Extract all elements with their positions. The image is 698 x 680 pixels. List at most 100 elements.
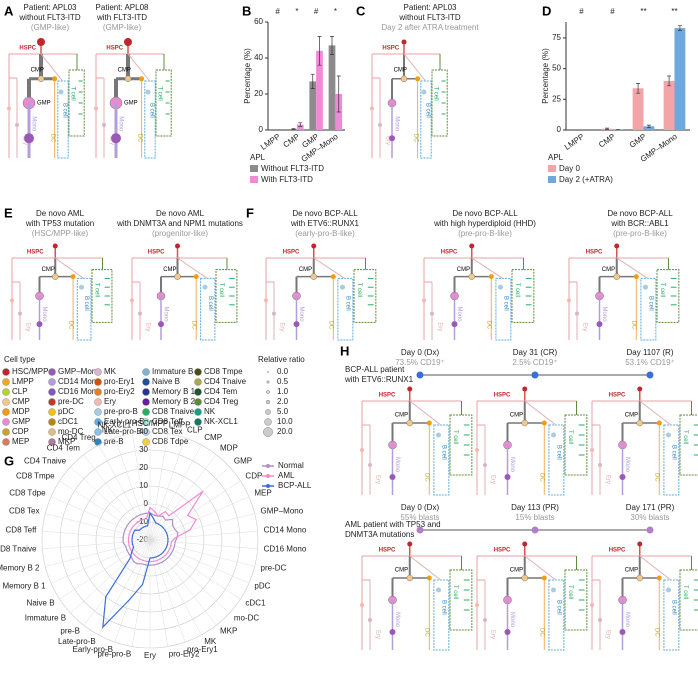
- tree-label: B cell: [424, 103, 430, 118]
- tree-title: (GMP-like): [31, 23, 70, 32]
- tree-node: [475, 603, 479, 607]
- tree-node: [294, 321, 300, 327]
- tree-node: [389, 135, 395, 141]
- tree-label: CMP: [118, 68, 131, 74]
- tree-node: [7, 107, 11, 111]
- tree-node: [522, 575, 528, 581]
- tree-label: T cell: [94, 283, 100, 297]
- tree-node: [402, 40, 407, 45]
- tree-node: [37, 38, 45, 46]
- legend-swatch: [250, 176, 258, 183]
- legend-label: CDP: [12, 427, 29, 436]
- tree-label: T cell: [682, 585, 688, 599]
- tree-title: with high hyperdiploid (HHD): [433, 219, 536, 228]
- h-title: with ETV6::RUNX1: [344, 375, 414, 384]
- tree-label: HSPC: [494, 548, 511, 554]
- legend-swatch: [95, 409, 102, 416]
- legend-title: APL: [548, 153, 564, 162]
- tree-label: CMP: [602, 267, 615, 273]
- category-label: MKP: [220, 627, 237, 636]
- tree-node: [597, 321, 603, 327]
- tree-node: [498, 285, 503, 290]
- legend-label: CD4 Tnaive: [204, 377, 247, 386]
- tree-label: CMP: [510, 568, 523, 574]
- category-label: CD16 Mono: [264, 545, 307, 554]
- tree-label: Ery: [24, 322, 30, 331]
- y-tick-label: 0: [557, 125, 562, 134]
- panel-letter: G: [4, 453, 14, 468]
- tree-title: with BCR::ABL1: [610, 219, 669, 228]
- legend-label: CLP: [12, 387, 28, 396]
- legend-swatch: [250, 165, 258, 172]
- tree-label: DC: [653, 628, 659, 637]
- tree-label: T cell: [356, 283, 362, 297]
- tree-node: [427, 576, 432, 581]
- tree-node: [52, 76, 57, 81]
- tree-node: [598, 463, 602, 467]
- category-label: CD8 Tmpe: [16, 472, 55, 481]
- category-label: mo-DC: [234, 614, 260, 623]
- tree-node: [483, 463, 487, 467]
- tree-node: [551, 588, 556, 593]
- tree-label: HSPC: [379, 548, 396, 554]
- legend-swatch: [49, 399, 56, 406]
- legend-swatch: [195, 379, 202, 386]
- tree-branch: [640, 401, 671, 425]
- legend-label: MK: [104, 367, 117, 376]
- timepoint-day: Day 113 (PR): [511, 503, 559, 512]
- tree-title: (progenitor-like): [152, 229, 208, 238]
- legend-label: Day 0: [559, 164, 580, 173]
- tree-label: Ery: [489, 630, 495, 639]
- tree-label: Mono: [624, 457, 630, 473]
- tree-label: Mono: [456, 307, 462, 323]
- tree-node: [436, 588, 441, 593]
- legend-label: CD8 Tdpe: [152, 437, 189, 446]
- tree-node: [637, 542, 642, 547]
- timepoint-day: Day 1107 (R): [627, 348, 674, 357]
- tree-label: B cell: [345, 296, 351, 311]
- legend-swatch: [49, 419, 56, 426]
- timepoint-note: 2.5% CD19⁺: [512, 358, 557, 367]
- legend-swatch: [3, 399, 10, 406]
- spoke: [150, 455, 216, 540]
- tree-title: (pre-pro-B-like): [458, 229, 512, 238]
- tree-node: [590, 448, 594, 452]
- timepoint-dot: [532, 372, 539, 379]
- tree-node: [15, 123, 19, 127]
- tree-label: CMP: [457, 267, 470, 273]
- r-tick-label: 30: [139, 445, 148, 454]
- category-label: Memory B 1: [2, 582, 46, 591]
- tree-node: [614, 244, 619, 249]
- legend-label: LMPP: [12, 377, 34, 386]
- legend-dot: [266, 484, 270, 488]
- tree-node: [194, 274, 199, 279]
- legend-swatch: [548, 176, 556, 183]
- spoke: [150, 481, 240, 540]
- tree-node: [634, 274, 639, 279]
- spoke: [150, 438, 185, 540]
- tree-label: CMP: [163, 267, 176, 273]
- tree-label: T cell: [69, 87, 75, 101]
- spoke: [60, 481, 150, 540]
- tree-label: HSPC: [441, 250, 458, 256]
- tree-node: [37, 321, 43, 327]
- legend-swatch: [95, 379, 102, 386]
- spoke: [150, 540, 229, 613]
- legend-title: APL: [250, 153, 266, 162]
- tree-label: Ery: [278, 322, 284, 331]
- legend-label: GMP: [12, 417, 30, 426]
- legend-label: Without FLT3-ITD: [261, 164, 324, 173]
- legend-swatch: [95, 369, 102, 376]
- tree-node: [657, 576, 662, 581]
- tree-title: De novo BCP-ALL: [452, 209, 518, 218]
- tree-node: [378, 123, 382, 127]
- panel-letter: C: [356, 3, 366, 18]
- legend-swatch: [195, 399, 202, 406]
- tree-label: Ery: [604, 475, 610, 484]
- tree-label: Mono: [509, 612, 515, 628]
- bar: [664, 81, 675, 130]
- tree-node: [331, 274, 336, 279]
- significance: *: [334, 7, 337, 16]
- tree-node: [637, 420, 643, 426]
- tree-node: [311, 244, 316, 249]
